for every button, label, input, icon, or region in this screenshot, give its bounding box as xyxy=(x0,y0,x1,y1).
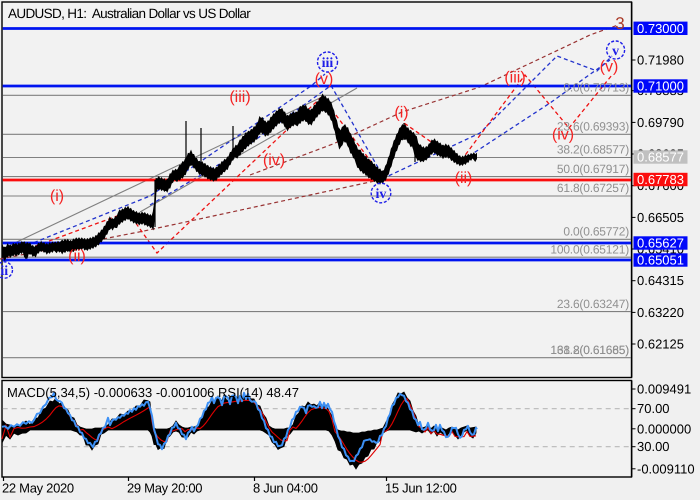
svg-text:MACD(5,34,5) -0.000633 -0.0010: MACD(5,34,5) -0.000633 -0.001006 RSI(14)… xyxy=(7,385,299,400)
svg-text:0.71980: 0.71980 xyxy=(637,53,684,68)
svg-text:22 May 2020: 22 May 2020 xyxy=(2,481,74,496)
svg-text:AUDUSD, H1: Australian Dollar: AUDUSD, H1: Australian Dollar vs US Doll… xyxy=(8,6,251,21)
svg-text:23.6(0.63247): 23.6(0.63247) xyxy=(557,297,629,311)
svg-text:(i): (i) xyxy=(50,188,64,205)
svg-text:0.009491: 0.009491 xyxy=(637,382,691,397)
svg-text:0.000000: 0.000000 xyxy=(637,421,691,436)
svg-text:0.73000: 0.73000 xyxy=(637,21,684,36)
svg-text:61.8(0.67257): 61.8(0.67257) xyxy=(557,181,629,195)
svg-text:0.63220: 0.63220 xyxy=(637,305,684,320)
svg-text:100.0(0.65121): 100.0(0.65121) xyxy=(550,242,629,256)
svg-text:15 Jun 12:00: 15 Jun 12:00 xyxy=(385,481,457,496)
svg-text:8 Jun 04:00: 8 Jun 04:00 xyxy=(253,481,318,496)
svg-text:ii: ii xyxy=(0,264,8,279)
svg-text:70.00: 70.00 xyxy=(637,401,670,416)
svg-text:0.0(0.65772): 0.0(0.65772) xyxy=(563,225,629,239)
svg-text:(i): (i) xyxy=(394,105,408,122)
svg-text:30.00: 30.00 xyxy=(637,439,670,454)
svg-text:0.69790: 0.69790 xyxy=(637,115,684,130)
svg-text:0.62125: 0.62125 xyxy=(637,337,684,352)
svg-text:iii: iii xyxy=(322,56,334,71)
svg-text:-0.009110: -0.009110 xyxy=(637,461,695,476)
svg-text:0.67783: 0.67783 xyxy=(637,172,684,187)
svg-text:23.6(0.69393): 23.6(0.69393) xyxy=(557,120,629,134)
svg-text:138.2(0.61685): 138.2(0.61685) xyxy=(550,343,629,357)
svg-text:(v): (v) xyxy=(600,59,619,76)
svg-text:161.8(0.61665): 161.8(0.61665) xyxy=(550,343,629,357)
svg-text:v: v xyxy=(612,44,619,59)
svg-text:(iii): (iii) xyxy=(229,89,250,106)
svg-text:iv: iv xyxy=(376,187,387,202)
svg-text:29 May 20:00: 29 May 20:00 xyxy=(127,481,202,496)
svg-text:0.65051: 0.65051 xyxy=(637,253,684,268)
svg-text:(ii): (ii) xyxy=(68,248,86,265)
svg-text:0.66505: 0.66505 xyxy=(637,210,684,225)
svg-text:(iii): (iii) xyxy=(504,70,525,87)
svg-text:0.64315: 0.64315 xyxy=(637,273,684,288)
svg-text:0.71000: 0.71000 xyxy=(637,79,684,94)
svg-text:0.65627: 0.65627 xyxy=(637,236,684,251)
svg-text:(v): (v) xyxy=(315,71,334,88)
svg-text:(iv): (iv) xyxy=(552,127,574,144)
svg-text:38.2(0.68577): 38.2(0.68577) xyxy=(557,143,629,157)
svg-text:50.0(0.67917): 50.0(0.67917) xyxy=(557,162,629,176)
svg-text:(ii): (ii) xyxy=(455,170,473,187)
svg-text:0.0(0.70713): 0.0(0.70713) xyxy=(563,81,629,95)
svg-text:(iv): (iv) xyxy=(263,152,285,169)
svg-text:0.68577: 0.68577 xyxy=(637,150,684,165)
svg-text:3: 3 xyxy=(615,14,624,33)
